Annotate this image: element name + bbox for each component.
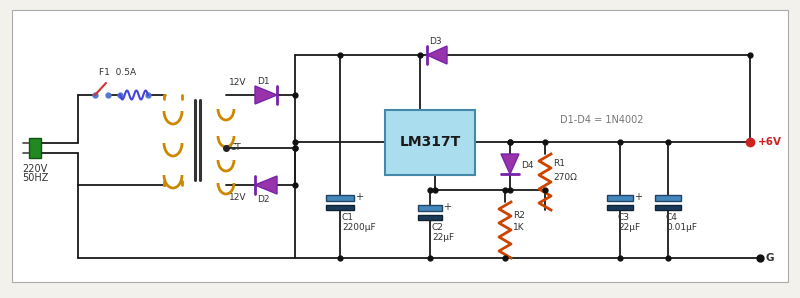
Text: R2: R2 [513,210,525,220]
Bar [29,138,41,158]
Text: +: + [355,192,363,202]
Text: C3: C3 [618,212,630,221]
Text: C2: C2 [432,223,444,232]
Bar [607,195,633,201]
Bar [326,195,354,201]
Text: F1  0.5A: F1 0.5A [99,68,136,77]
Text: D1: D1 [257,77,270,86]
Text: 12V: 12V [229,78,246,87]
Polygon shape [501,154,519,174]
Bar [418,215,442,220]
Bar [607,205,633,210]
Polygon shape [255,176,277,194]
Bar [418,205,442,211]
Text: G: G [765,253,774,263]
Text: 22μF: 22μF [432,232,454,241]
Text: R1: R1 [553,159,565,168]
Text: D3: D3 [429,36,442,46]
Text: D2: D2 [257,195,270,204]
Text: 22μF: 22μF [618,223,640,232]
Text: D1-D4 = 1N4002: D1-D4 = 1N4002 [560,115,643,125]
Text: C4: C4 [666,212,678,221]
Text: +6V: +6V [758,137,782,147]
FancyBboxPatch shape [385,110,475,175]
Text: 50HZ: 50HZ [22,173,48,183]
Text: 0.01μF: 0.01μF [666,223,697,232]
Text: 12V: 12V [229,193,246,202]
Text: 1K: 1K [513,223,525,232]
Bar [326,205,354,210]
Text: LM317T: LM317T [399,136,461,150]
Text: +: + [443,202,451,212]
Polygon shape [255,86,277,104]
Text: +: + [634,192,642,202]
Polygon shape [427,46,447,64]
Text: C1: C1 [342,212,354,221]
Text: D4: D4 [521,162,534,170]
Bar [655,205,681,210]
Text: 2200μF: 2200μF [342,223,376,232]
Text: 270Ω: 270Ω [553,173,577,181]
Text: 220V: 220V [22,164,48,174]
Bar [655,195,681,201]
Text: CT: CT [230,144,242,153]
